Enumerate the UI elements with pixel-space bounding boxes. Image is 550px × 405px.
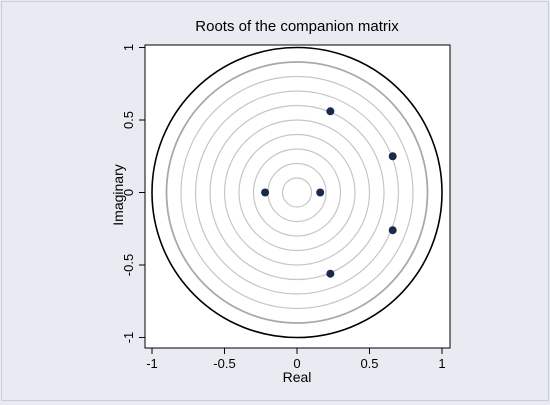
root-point bbox=[388, 226, 397, 235]
y-axis-label: Imaginary bbox=[110, 164, 126, 225]
reference-circle bbox=[281, 177, 313, 208]
reference-circles bbox=[165, 61, 429, 324]
y-tick-label: -1 bbox=[121, 332, 136, 344]
unit-circle bbox=[151, 46, 443, 339]
y-tick-label: 0 bbox=[121, 189, 136, 196]
root-point bbox=[261, 188, 270, 197]
reference-circle bbox=[165, 61, 429, 324]
root-point bbox=[326, 269, 335, 278]
reference-circle bbox=[223, 119, 371, 266]
x-tick-label: -1 bbox=[146, 356, 158, 371]
chart-title: Roots of the companion matrix bbox=[195, 18, 399, 35]
reference-circle bbox=[252, 148, 342, 237]
reference-circle bbox=[180, 75, 414, 310]
x-tick-label: 0 bbox=[293, 356, 300, 371]
x-axis-label: Real bbox=[283, 369, 312, 385]
x-axis: -1 -0.5 0 0.5 1 bbox=[146, 348, 446, 371]
root-point bbox=[388, 152, 397, 161]
y-tick-label: 1 bbox=[121, 44, 136, 51]
reference-circle bbox=[194, 90, 400, 295]
root-point bbox=[316, 188, 325, 197]
root-points bbox=[261, 107, 397, 278]
root-point bbox=[326, 107, 335, 116]
x-tick-label: 1 bbox=[438, 356, 445, 371]
y-tick-label: -0.5 bbox=[121, 254, 136, 276]
x-tick-label: -0.5 bbox=[213, 356, 235, 371]
reference-circle bbox=[209, 104, 385, 281]
x-tick-label: 0.5 bbox=[360, 356, 378, 371]
reference-circle bbox=[238, 133, 356, 252]
roots-chart: Roots of the companion matrix -1 -0.5 0 0.5… bbox=[110, 18, 451, 385]
y-tick-label: 0.5 bbox=[121, 111, 136, 129]
y-axis: -1 -0.5 0 0.5 1 bbox=[121, 44, 145, 343]
